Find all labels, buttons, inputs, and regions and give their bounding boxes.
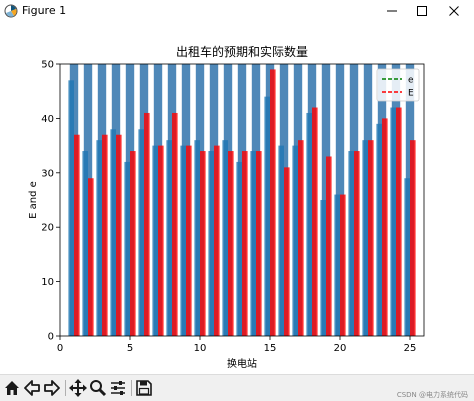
close-button[interactable] (436, 0, 472, 22)
bar-e (208, 151, 214, 336)
zoom-icon (90, 380, 107, 397)
zoom-button[interactable] (88, 377, 108, 399)
navigation-toolbar (0, 374, 474, 401)
x-tick-label: 0 (57, 343, 63, 354)
y-tick-label: 40 (41, 114, 54, 125)
bar-E (88, 178, 94, 336)
pan-icon (69, 379, 87, 397)
bar-E (74, 134, 80, 336)
minimize-icon (387, 10, 397, 12)
bar-E (354, 151, 360, 336)
bar-e (278, 145, 284, 336)
toolbar-separator (65, 380, 66, 396)
bar-e (362, 140, 368, 336)
bar-E (228, 151, 234, 336)
bar-e (404, 178, 410, 336)
bar-E (396, 107, 402, 337)
y-tick-label: 10 (41, 277, 54, 288)
bar-e (250, 151, 256, 336)
configure-subplots-button[interactable] (108, 377, 128, 399)
bar-e (180, 145, 186, 336)
bar-e (320, 200, 326, 336)
home-icon (5, 381, 19, 395)
maximize-button[interactable] (404, 0, 440, 22)
legend-label-e: e (408, 76, 414, 86)
x-tick-label: 20 (334, 343, 347, 354)
y-tick-label: 20 (41, 223, 54, 234)
save-icon (136, 380, 152, 396)
bar-e (236, 161, 242, 336)
bar-e (194, 140, 200, 336)
x-axis-label: 换电站 (227, 357, 257, 370)
bar-e (334, 194, 340, 336)
bar-E (242, 151, 248, 336)
y-tick-label: 50 (41, 60, 54, 71)
forward-icon (44, 380, 60, 396)
y-axis-label: E and e (28, 181, 39, 219)
bar-E (340, 194, 346, 336)
bar-E (284, 167, 290, 336)
bar-E (130, 151, 136, 336)
bar-e (292, 145, 298, 336)
y-tick-label: 0 (48, 332, 54, 343)
bar-E (102, 134, 108, 336)
y-tick-label: 30 (41, 168, 54, 179)
bar-E (158, 145, 164, 336)
close-icon (449, 6, 459, 16)
plot-frame (59, 63, 425, 337)
back-button[interactable] (22, 377, 42, 399)
matplotlib-app-icon (4, 4, 18, 18)
bar-E (410, 140, 416, 336)
maximize-icon (417, 6, 427, 16)
bar-e (376, 123, 382, 336)
bar-E (368, 140, 374, 336)
bar-e (166, 140, 172, 336)
bar-E (298, 140, 304, 336)
pan-button[interactable] (68, 377, 88, 399)
x-tick-label: 15 (264, 343, 277, 354)
window-titlebar: Figure 1 (0, 0, 474, 22)
bar-e (82, 151, 88, 336)
configure-icon (111, 381, 125, 395)
bar-E (186, 145, 192, 336)
home-button[interactable] (2, 377, 22, 399)
forward-button[interactable] (42, 377, 62, 399)
bar-e (124, 161, 130, 336)
bar-E (326, 156, 332, 336)
save-button[interactable] (134, 377, 154, 399)
bar-e (152, 145, 158, 336)
chart-title: 出租车的预期和实际数量 (176, 44, 308, 59)
bar-E (256, 151, 262, 336)
bar-e (68, 80, 74, 336)
bar-e (96, 140, 102, 336)
x-tick-label: 5 (127, 343, 133, 354)
bar-e (306, 112, 312, 337)
bar-E (116, 134, 122, 336)
bar-e (222, 140, 228, 336)
bar-E (200, 151, 206, 336)
minimize-button[interactable] (374, 0, 410, 22)
bar-E (382, 118, 388, 337)
bar-e (138, 129, 144, 336)
bar-E (214, 145, 220, 336)
window-title: Figure 1 (22, 4, 67, 17)
legend-label-E: E (408, 89, 414, 99)
figure-canvas[interactable]: 0 5 10 15 20 25 0 10 20 30 40 50 出租车的预期和实际数量 换电站 E and… (0, 22, 474, 374)
bar-e (264, 96, 270, 336)
legend-box (376, 68, 420, 102)
back-icon (24, 380, 40, 396)
bar-E (172, 112, 178, 337)
toolbar-separator (131, 380, 132, 396)
bar-e (110, 129, 116, 336)
bar-E (312, 107, 318, 337)
bar-e (390, 107, 396, 337)
bar-e (348, 151, 354, 336)
x-tick-label: 25 (404, 343, 417, 354)
x-tick-label: 10 (194, 343, 207, 354)
watermark: CSDN @电力系统代码 (396, 391, 468, 399)
bar-E (144, 112, 150, 337)
bar-E (270, 69, 276, 336)
